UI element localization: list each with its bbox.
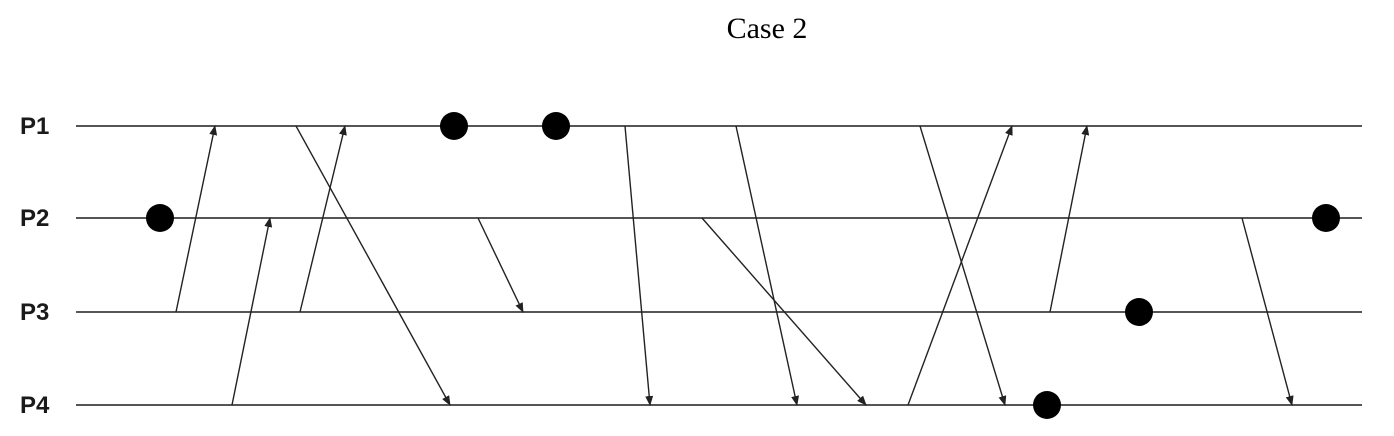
event-dot-p1	[440, 112, 468, 140]
process-label-p3: P3	[20, 299, 49, 326]
process-label-p4: P4	[20, 392, 50, 419]
event-dot-p4	[1033, 391, 1061, 419]
message-arrow-p4-to-p2	[231, 217, 273, 406]
diagram-title: Case 2	[727, 12, 808, 45]
process-label-p1: P1	[20, 113, 49, 140]
message-arrow-p1-to-p4	[295, 125, 451, 406]
event-dot-p2	[146, 204, 174, 232]
event-dot-p2	[1312, 204, 1340, 232]
message-arrow-p2-to-p3	[477, 217, 524, 313]
message-arrow-p2-to-p4	[701, 217, 867, 406]
message-arrow-p2-to-p4	[1241, 217, 1294, 406]
message-arrow-p3-to-p1	[299, 125, 347, 313]
message-arrow-p1-to-p4	[624, 125, 654, 406]
event-dot-p1	[542, 112, 570, 140]
message-arrow-p4-to-p1	[907, 125, 1013, 406]
message-arrow-p1-to-p4	[735, 125, 799, 406]
message-arrow-p3-to-p1	[175, 125, 218, 313]
message-arrow-p3-to-p1	[1049, 125, 1090, 313]
event-dot-p3	[1125, 298, 1153, 326]
process-label-p2: P2	[20, 205, 49, 232]
message-arrow-p1-to-p4	[919, 125, 1007, 406]
